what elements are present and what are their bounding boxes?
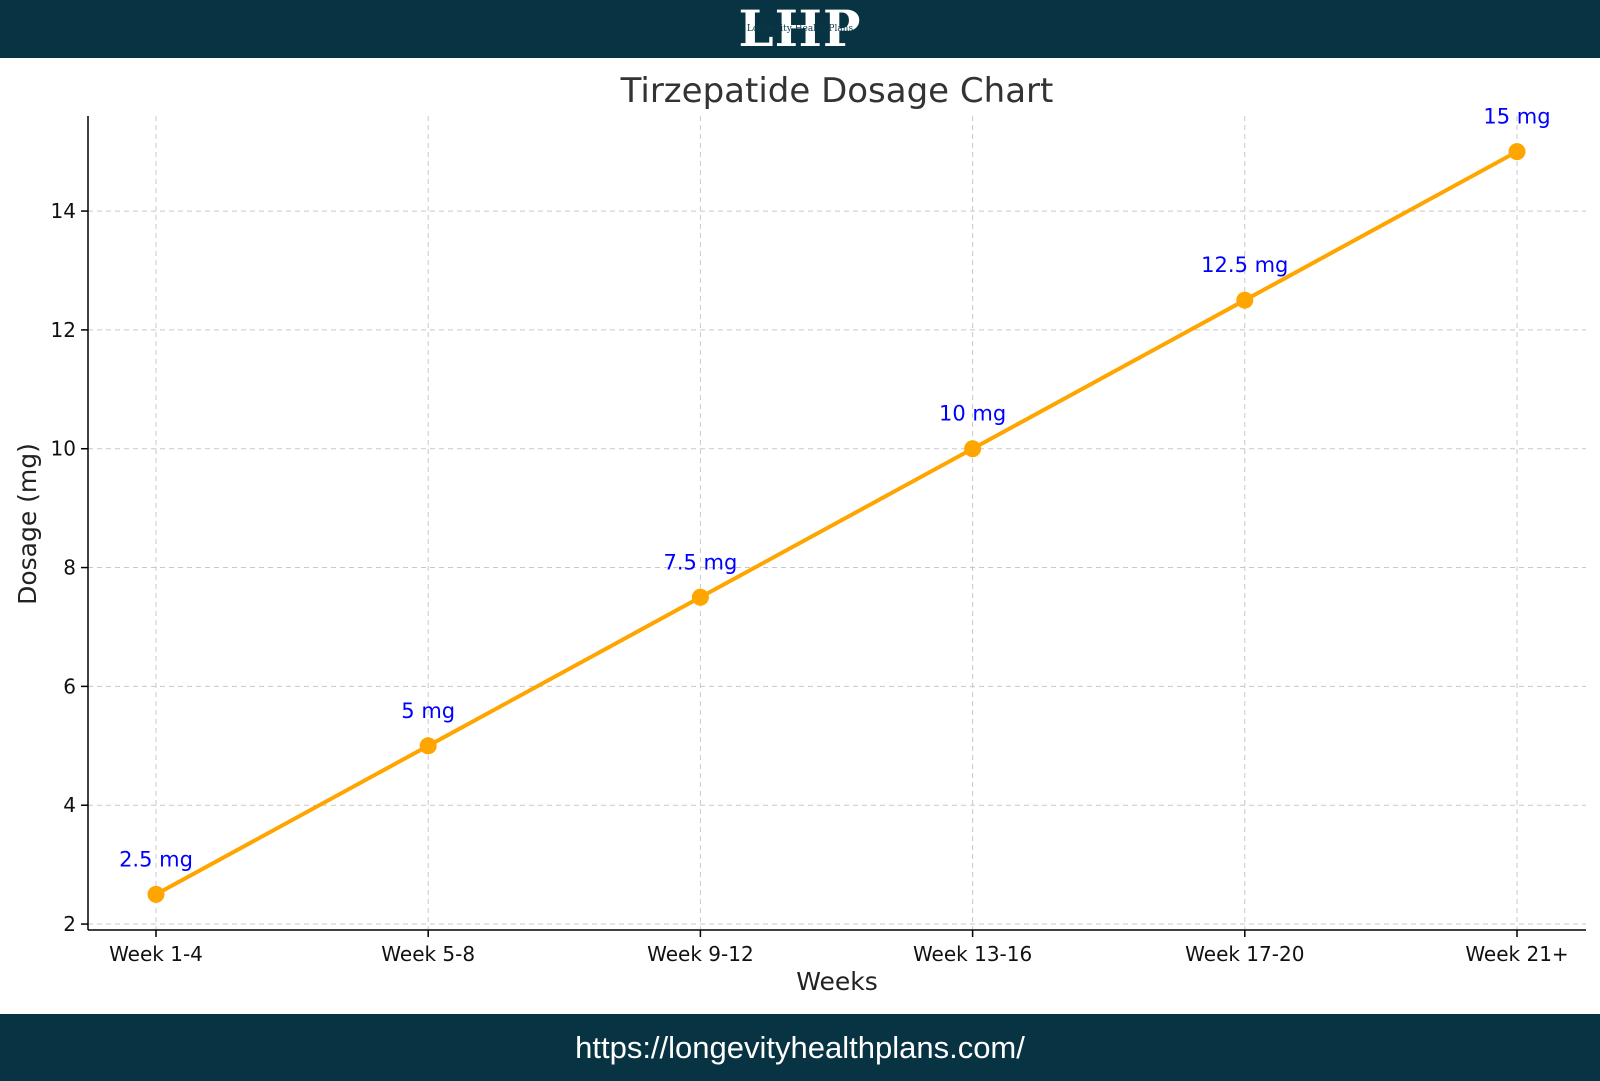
y-tick-label: 8 [63,556,76,580]
data-point [964,440,982,458]
x-axis-label: Weeks [796,967,878,996]
y-tick-label: 10 [51,437,76,461]
ticks: Week 1-4 Week 5-8 Week 9-12 Week 13-16 Week … [51,199,1569,966]
y-tick-label: 12 [51,318,76,342]
x-tick-label: Week 5-8 [381,942,475,966]
data-labels: 2.5 mg 5 mg 7.5 mg 10 mg 12.5 mg 15 mg [119,105,1551,872]
dosage-series-line [155,149,1518,897]
grid [88,116,1586,930]
x-tick-label: Week 9-12 [647,942,754,966]
y-tick-label: 6 [63,674,76,698]
chart-title: Tirzepatide Dosage Chart [620,71,1054,111]
bottom-banner: https://longevityhealthplans.com/ [0,1014,1600,1081]
logo-subtitle: Longevity Health Plans [746,24,854,34]
data-point [1508,143,1526,161]
x-tick-label: Week 17-20 [1185,942,1304,966]
footer-url[interactable]: https://longevityhealthplans.com/ [575,1030,1025,1065]
y-axis-label: Dosage (mg) [13,443,42,605]
x-tick-label: Week 1-4 [109,942,203,966]
logo-letters: LHP [738,0,862,58]
data-label: 5 mg [401,699,455,723]
y-tick-label: 4 [63,793,76,817]
data-label: 7.5 mg [663,550,737,574]
x-tick-label: Week 21+ [1465,942,1568,966]
data-point [419,737,437,755]
data-point [147,885,165,903]
data-label: 15 mg [1483,105,1550,129]
series-line [147,143,1526,903]
data-label: 10 mg [939,402,1006,426]
data-label: 12.5 mg [1201,253,1288,277]
top-banner: LHP Longevity Health Plans [0,0,1600,58]
dosage-line-chart: Week 1-4 Week 5-8 Week 9-12 Week 13-16 Week … [13,71,1586,996]
data-point [691,588,709,606]
y-tick-label: 2 [63,912,76,936]
x-tick-label: Week 13-16 [913,942,1032,966]
data-point [1236,291,1254,309]
data-label: 2.5 mg [119,847,193,871]
y-tick-label: 14 [51,199,76,223]
lhp-logo: LHP Longevity Health Plans [700,0,900,58]
axes [87,116,1586,931]
